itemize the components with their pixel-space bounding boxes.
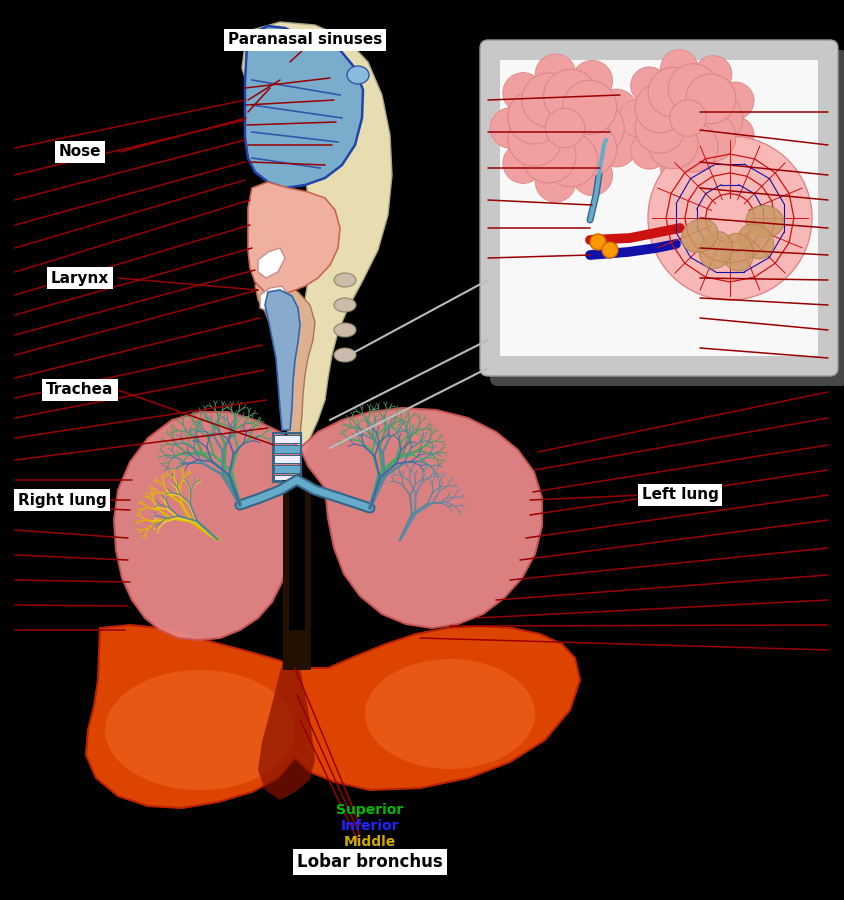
Circle shape [502,73,543,113]
Circle shape [635,104,684,153]
Polygon shape [247,182,339,295]
Circle shape [543,132,597,187]
Circle shape [716,116,753,154]
Circle shape [562,122,616,176]
Circle shape [685,74,735,124]
Bar [273,445,300,453]
Polygon shape [260,286,288,312]
Circle shape [544,108,584,148]
Ellipse shape [365,659,534,769]
Text: Superior: Superior [336,803,403,817]
Ellipse shape [333,348,355,362]
Circle shape [660,50,697,87]
Circle shape [647,119,697,168]
Circle shape [507,90,561,144]
Circle shape [502,143,543,184]
Circle shape [630,131,668,169]
Circle shape [692,93,742,143]
Circle shape [507,112,561,166]
Bar [273,455,300,463]
Circle shape [694,143,731,180]
Polygon shape [86,625,579,808]
Bar [273,465,300,473]
Circle shape [534,54,575,94]
Circle shape [630,67,668,104]
FancyBboxPatch shape [490,50,844,386]
Text: Left lung: Left lung [641,488,717,502]
Circle shape [570,101,624,155]
Bar [283,480,311,670]
Ellipse shape [738,224,773,258]
Circle shape [647,136,811,300]
Text: Middle: Middle [344,835,396,849]
Ellipse shape [333,273,355,287]
Ellipse shape [333,323,355,337]
Text: Paranasal sinuses: Paranasal sinuses [228,32,381,48]
Ellipse shape [699,231,732,268]
Circle shape [694,56,731,93]
Circle shape [571,60,612,101]
Circle shape [534,161,575,202]
Circle shape [522,129,576,183]
Text: Lobar bronchus: Lobar bronchus [297,853,442,871]
Polygon shape [245,26,363,188]
Polygon shape [257,248,284,278]
Circle shape [490,108,530,148]
Bar [273,435,300,443]
Ellipse shape [105,670,295,790]
Circle shape [635,83,684,133]
Polygon shape [255,280,315,435]
Polygon shape [241,22,392,455]
Bar [273,433,300,482]
Circle shape [589,234,605,250]
Circle shape [601,242,617,258]
Circle shape [562,80,616,134]
Polygon shape [300,408,541,628]
FancyBboxPatch shape [479,40,837,376]
Polygon shape [114,412,300,640]
Circle shape [668,64,717,113]
Text: Larynx: Larynx [51,271,109,285]
Polygon shape [265,290,300,430]
Circle shape [543,69,597,123]
Circle shape [685,112,735,162]
Circle shape [660,148,697,186]
Circle shape [571,155,612,195]
Circle shape [595,89,636,130]
Circle shape [716,82,753,120]
Text: Inferior: Inferior [340,819,398,833]
Text: Right lung: Right lung [18,492,106,508]
Text: Nose: Nose [59,145,101,159]
Bar [289,480,305,630]
Circle shape [647,68,697,117]
Circle shape [595,126,636,167]
Bar [500,60,817,356]
Ellipse shape [721,233,753,271]
Bar [273,475,300,480]
Circle shape [618,99,656,137]
Ellipse shape [333,298,355,312]
Text: Trachea: Trachea [46,382,114,398]
Polygon shape [257,655,315,800]
Ellipse shape [347,66,369,84]
Ellipse shape [680,219,717,253]
Ellipse shape [745,205,783,238]
Circle shape [522,73,576,127]
Circle shape [668,122,717,172]
Circle shape [669,100,706,136]
